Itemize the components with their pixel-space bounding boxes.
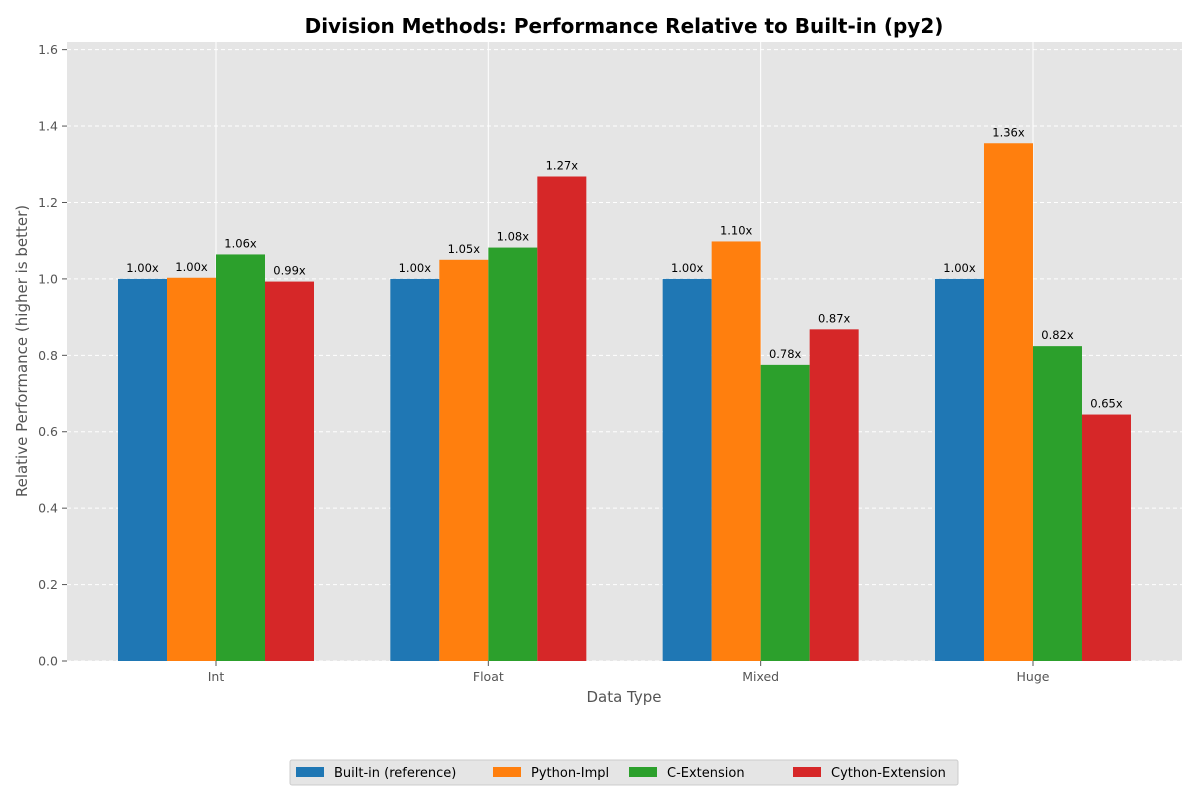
y-tick-label: 1.6 bbox=[38, 42, 58, 57]
y-tick-label: 1.2 bbox=[38, 195, 58, 210]
legend-label: Python-Impl bbox=[531, 766, 609, 781]
y-tick-label: 0.0 bbox=[38, 654, 58, 669]
axis-ticks: 0.0 0.2 0.4 0.6 0.8 1.0 1.2 1.4 1.6 Int Float Mixed… bbox=[38, 42, 1050, 684]
legend-label: Cython-Extension bbox=[831, 766, 946, 781]
y-axis-label: Relative Performance (higher is better) bbox=[13, 205, 31, 497]
legend-swatch bbox=[493, 767, 521, 777]
y-tick-label: 0.6 bbox=[38, 424, 58, 439]
bar-value-label: 1.06x bbox=[224, 236, 257, 250]
bar-value-label: 0.78x bbox=[769, 347, 802, 361]
bar bbox=[118, 278, 167, 661]
bar bbox=[439, 259, 489, 661]
x-tick-label: Int bbox=[208, 669, 225, 684]
x-axis-label: Data Type bbox=[586, 688, 661, 706]
bar-value-label: 1.10x bbox=[720, 223, 753, 237]
bar-value-label: 1.00x bbox=[399, 261, 432, 275]
y-tick-label: 1.4 bbox=[38, 119, 58, 134]
x-tick-label: Mixed bbox=[742, 669, 779, 684]
bar-value-label: 0.87x bbox=[818, 311, 851, 325]
bar-value-label: 1.36x bbox=[992, 125, 1025, 139]
y-tick-label: 0.2 bbox=[38, 577, 58, 592]
bar bbox=[265, 281, 314, 661]
legend-label: Built-in (reference) bbox=[334, 766, 456, 781]
bar bbox=[488, 247, 538, 661]
bar bbox=[711, 241, 761, 661]
chart-title: Division Methods: Performance Relative t… bbox=[305, 14, 944, 38]
legend-swatch bbox=[629, 767, 657, 777]
bar bbox=[390, 278, 440, 661]
bar bbox=[760, 364, 810, 661]
bars bbox=[118, 143, 1131, 662]
bar bbox=[216, 254, 265, 662]
bar bbox=[809, 329, 859, 661]
legend-frame bbox=[289, 759, 959, 786]
y-tick-label: 1.0 bbox=[38, 271, 58, 286]
bar-value-label: 0.82x bbox=[1041, 328, 1074, 342]
bar-value-label: 1.00x bbox=[126, 261, 159, 275]
bar bbox=[983, 143, 1033, 662]
bar bbox=[662, 278, 712, 661]
legend-swatch bbox=[793, 767, 821, 777]
legend-label: C-Extension bbox=[667, 766, 745, 781]
bar bbox=[934, 278, 984, 661]
bar bbox=[537, 176, 587, 661]
bar-value-label: 1.00x bbox=[175, 260, 208, 274]
bar bbox=[167, 277, 216, 661]
bar-value-labels: 1.00x 1.00x 1.00x 1.00x 1.00x 1.05x 1.10x 1.36x… bbox=[126, 125, 1123, 410]
legend-swatch bbox=[296, 767, 324, 777]
legend: Built-in (reference) Python-Impl C-Extensi… bbox=[289, 759, 959, 786]
bar-value-label: 1.00x bbox=[943, 261, 976, 275]
y-tick-label: 0.8 bbox=[38, 348, 58, 363]
x-tick-label: Float bbox=[473, 669, 504, 684]
bar-value-label: 0.99x bbox=[273, 264, 306, 278]
bar bbox=[1032, 346, 1082, 661]
bar-value-label: 1.08x bbox=[497, 230, 530, 244]
bar-value-label: 1.05x bbox=[448, 242, 481, 256]
x-tick-label: Huge bbox=[1017, 669, 1050, 684]
bar-value-label: 0.65x bbox=[1090, 397, 1123, 411]
bar-value-label: 1.27x bbox=[546, 158, 579, 172]
bar bbox=[1081, 414, 1131, 661]
bar-value-label: 1.00x bbox=[671, 261, 704, 275]
y-tick-label: 0.4 bbox=[38, 501, 58, 516]
